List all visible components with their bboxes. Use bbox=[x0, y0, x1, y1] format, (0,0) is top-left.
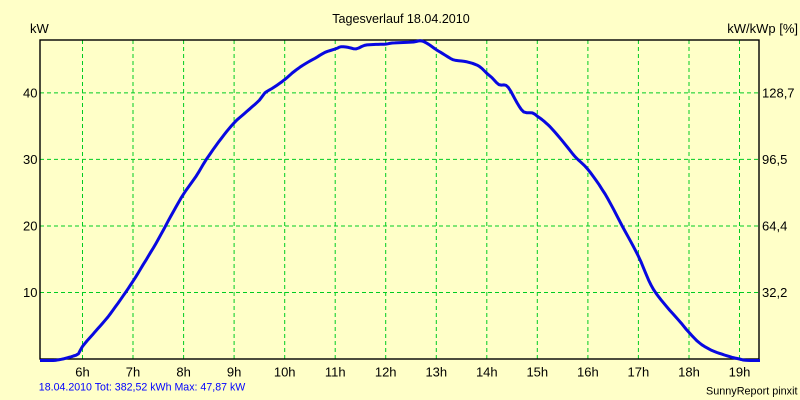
svg-text:13h: 13h bbox=[425, 365, 447, 380]
svg-text:kW/kWp [%]: kW/kWp [%] bbox=[727, 21, 798, 36]
svg-text:40: 40 bbox=[23, 85, 37, 100]
svg-text:10: 10 bbox=[23, 285, 37, 300]
svg-text:11h: 11h bbox=[325, 365, 346, 380]
svg-text:64,4: 64,4 bbox=[762, 219, 787, 234]
svg-text:8h: 8h bbox=[176, 365, 190, 380]
svg-text:18h: 18h bbox=[678, 365, 700, 380]
svg-text:17h: 17h bbox=[628, 365, 650, 380]
svg-text:9h: 9h bbox=[227, 365, 241, 380]
svg-text:30: 30 bbox=[23, 152, 37, 167]
svg-text:6h: 6h bbox=[75, 365, 89, 380]
svg-text:15h: 15h bbox=[526, 365, 548, 380]
svg-text:12h: 12h bbox=[375, 365, 397, 380]
svg-text:32,2: 32,2 bbox=[762, 285, 787, 300]
svg-text:7h: 7h bbox=[126, 365, 140, 380]
svg-text:16h: 16h bbox=[577, 365, 599, 380]
svg-text:18.04.2010 Tot: 382,52 kWh Max: 18.04.2010 Tot: 382,52 kWh Max: 47,87 kW bbox=[39, 382, 246, 394]
svg-text:14h: 14h bbox=[476, 365, 498, 380]
svg-text:Tagesverlauf 18.04.2010: Tagesverlauf 18.04.2010 bbox=[332, 11, 470, 26]
svg-text:SunnyReport pinxit: SunnyReport pinxit bbox=[706, 386, 798, 398]
svg-text:kW: kW bbox=[30, 21, 50, 36]
svg-text:128,7: 128,7 bbox=[762, 85, 795, 100]
svg-text:96,5: 96,5 bbox=[762, 152, 787, 167]
svg-text:20: 20 bbox=[23, 219, 37, 234]
svg-text:10h: 10h bbox=[274, 365, 296, 380]
svg-text:19h: 19h bbox=[729, 365, 751, 380]
